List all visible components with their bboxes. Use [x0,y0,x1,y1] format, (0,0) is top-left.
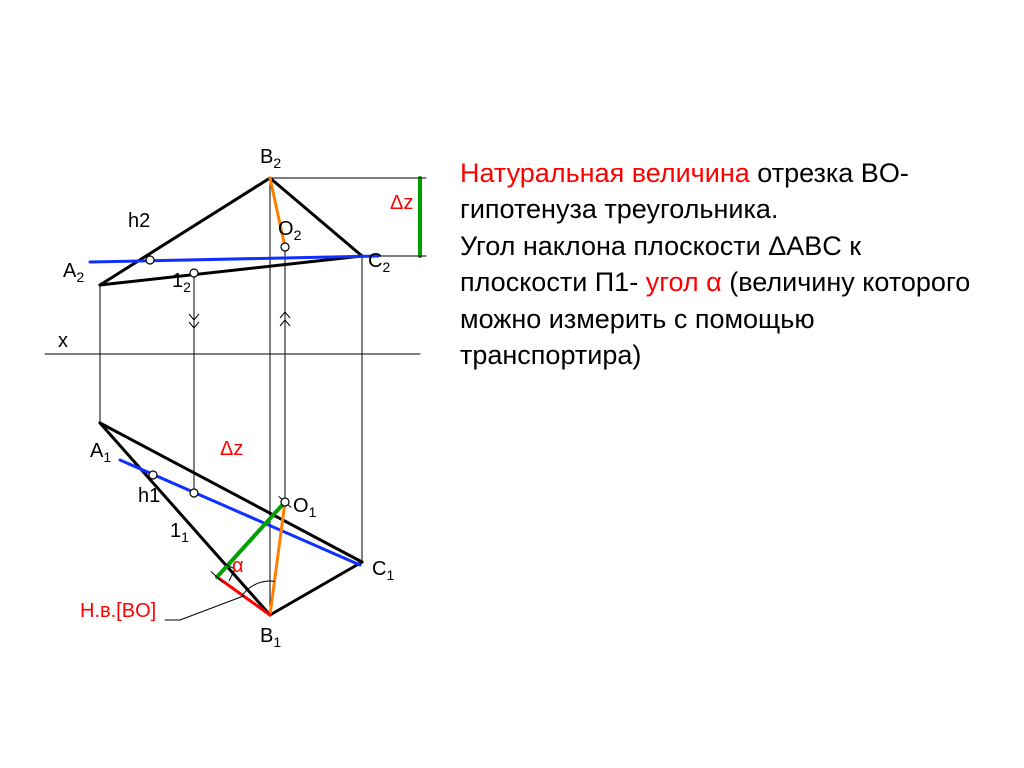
label-x: x [58,330,68,353]
label-C1: C1 [372,558,394,583]
label-12: 12 [172,270,191,295]
label-dz-top: Δz [390,192,413,215]
caption-block: Натуральная величина отрезка BО- гипотен… [460,155,980,374]
label-B1: B1 [260,625,281,650]
label-dz-mid: Δz [220,438,243,461]
caption-red-1: Натуральная величина [460,158,750,188]
label-nv: Н.в.[BО] [80,600,156,623]
label-B2: B2 [260,146,281,171]
label-A2: A2 [63,260,84,285]
label-alpha: α [232,555,244,578]
label-O2: O2 [278,218,301,243]
label-h2: h2 [128,210,150,233]
label-O1: O1 [293,495,316,520]
label-h1: h1 [138,485,160,508]
caption-red-2: угол α [646,267,722,297]
label-11: 11 [170,520,189,545]
label-C2: C2 [368,250,390,275]
geometry-diagram [0,0,1024,768]
label-A1: A1 [90,440,111,465]
